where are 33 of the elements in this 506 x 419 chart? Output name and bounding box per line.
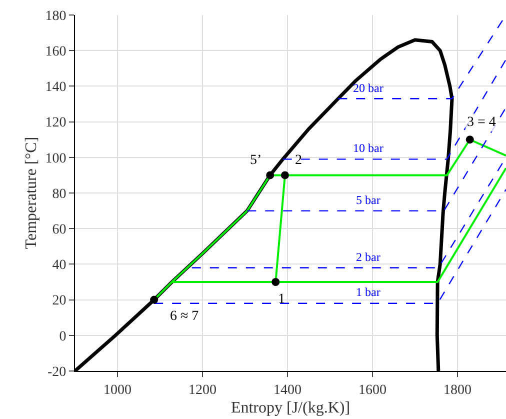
annotation: 2	[295, 153, 302, 168]
y-tick-label: 40	[52, 258, 66, 274]
annotation: 20 bar	[353, 81, 384, 95]
annotation: 3 = 4	[467, 115, 496, 130]
annotation: 1	[278, 292, 285, 307]
point	[272, 278, 280, 286]
point	[150, 296, 158, 304]
y-tick-label: 180	[45, 8, 66, 24]
x-tick-label: 1600	[358, 382, 387, 398]
x-tick-label: 1200	[188, 382, 217, 398]
y-tick-label: -20	[48, 364, 66, 380]
x-axis-title: Entropy [J/(kg.K)]	[230, 400, 350, 416]
point	[466, 136, 474, 144]
y-tick-label: 140	[45, 80, 66, 96]
annotation: 6 ≈ 7	[170, 309, 199, 324]
annotation: 5’	[250, 153, 262, 168]
y-tick-label: 80	[52, 186, 66, 202]
y-tick-label: 160	[45, 44, 66, 60]
x-tick-label: 1400	[274, 382, 302, 398]
x-tick-label: 1800	[444, 382, 472, 398]
point	[280, 171, 289, 180]
y-tick-label: 120	[45, 116, 66, 131]
y-tick-label: 60	[52, 222, 66, 238]
x-tick-label: 1000	[104, 382, 132, 398]
y-tick-label: 0	[59, 329, 66, 344]
annotation: 1 bar	[356, 285, 380, 299]
annotation: 10 bar	[353, 141, 384, 155]
y-tick-label: 20	[52, 294, 66, 309]
annotation: 2 bar	[356, 250, 380, 264]
y-axis-title: Temperature [°C]	[23, 136, 40, 250]
point	[266, 171, 274, 180]
y-tick-label: 100	[45, 151, 66, 166]
annotation: 5 bar	[356, 193, 380, 207]
